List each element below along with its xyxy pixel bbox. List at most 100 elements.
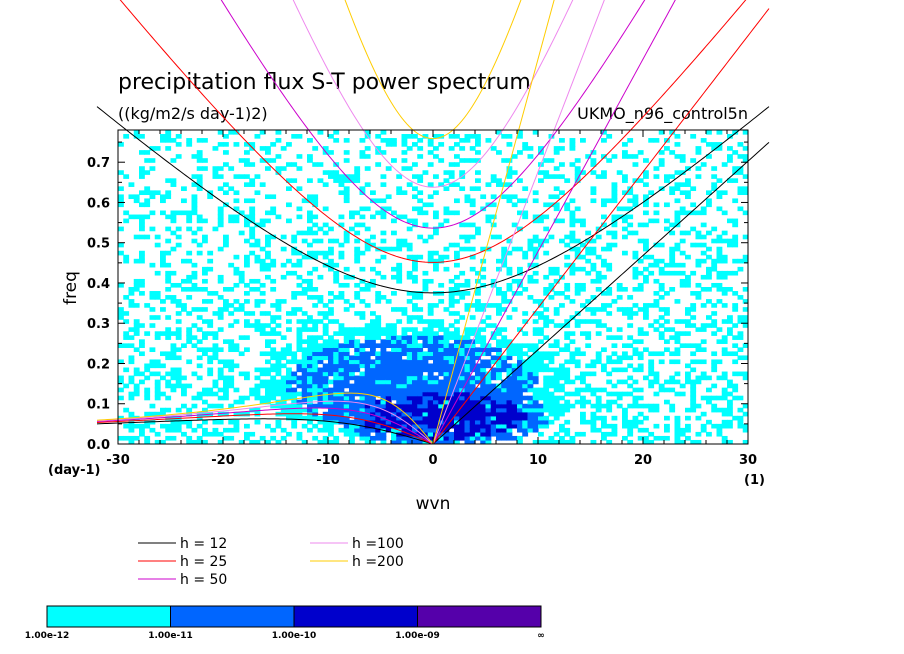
heat-cell [480,363,487,369]
heat-cell [679,182,686,187]
heat-cell [422,202,429,208]
heat-cell [564,178,571,183]
heat-cell [154,234,161,240]
heat-cell [480,347,487,353]
heat-cell [280,379,287,385]
heat-cell [443,186,450,191]
heat-cell [674,319,681,324]
heat-cell [228,435,235,441]
heat-cell [186,142,193,147]
heat-cell [401,343,408,348]
heat-cell [648,371,655,377]
heat-cell [343,391,350,397]
heat-cell [228,166,235,171]
heat-cell [553,383,560,389]
heat-cell [364,375,371,381]
heat-cell [139,214,145,220]
heat-cell [674,335,681,340]
heat-cell [706,266,712,272]
chart-title: precipitation flux S-T power spectrum [118,70,531,95]
heat-cell [585,270,592,276]
heat-cell [296,307,303,312]
heat-cell [454,359,460,365]
heat-cell [280,395,287,401]
heat-cell [396,379,403,385]
heat-cell [627,431,634,437]
heat-cell [496,363,502,369]
heat-cell [422,278,429,284]
heat-cell [128,214,135,220]
heat-cell [202,391,208,397]
heat-cell [590,423,597,429]
heat-cell [223,379,229,385]
heat-cell [679,391,686,397]
heat-cell [721,210,728,216]
heat-cell [454,403,460,409]
heat-cell [165,355,172,361]
heat-cell [485,423,492,429]
heat-cell [343,343,350,348]
heat-cell [359,403,366,409]
heat-cell [186,210,193,216]
heat-cell [700,274,707,280]
heat-cell [480,307,487,312]
heat-cell [391,407,397,413]
heat-cell [380,423,387,429]
heat-cell [464,198,471,204]
heat-cell [375,150,382,155]
heat-cell [485,218,492,224]
heat-cell [553,150,560,155]
heat-cell [149,166,156,171]
heat-cell [328,351,334,357]
heat-cell [307,226,313,232]
heat-cell [627,403,634,409]
heat-cell [469,266,476,272]
heat-cell [690,303,697,308]
heat-cell [265,383,271,389]
heat-cell [716,270,723,276]
heat-cell [370,427,376,433]
heat-cell [401,335,408,340]
heat-cell [527,154,534,159]
heat-cell [291,162,298,167]
heat-cell [307,327,313,332]
heat-cell [538,355,544,361]
heat-cell [658,282,665,288]
heat-cell [685,178,691,183]
heat-cell [685,274,691,280]
heat-cell [538,178,544,183]
heat-cell [401,395,408,401]
heat-cell [349,419,355,425]
heat-cell [459,391,466,397]
heat-cell [616,170,623,175]
heat-cell [459,379,466,385]
heat-cell [322,206,329,212]
heat-cell [532,278,539,284]
heat-cell [606,230,613,236]
heat-cell [706,254,712,260]
heat-cell [186,335,193,340]
heat-cell [343,395,350,401]
heat-cell [564,242,571,248]
heat-cell [616,295,623,300]
heat-cell [548,383,555,389]
heat-cell [448,299,455,304]
heat-cell [196,415,203,421]
heat-cell [732,303,739,308]
heat-cell [133,134,140,139]
heat-cell [322,170,329,175]
heat-cell [212,419,219,425]
heat-cell [674,351,681,357]
heat-cell [196,138,203,143]
heat-cell [611,194,618,200]
heat-cell [716,234,723,240]
heat-cell [469,198,476,204]
heat-cell [490,415,497,421]
heat-cell [380,395,387,401]
heat-cell [391,230,397,236]
heat-cell [700,339,707,344]
heat-cell [538,339,544,344]
heat-cell [559,423,565,429]
heat-cell [475,391,481,397]
heat-cell [343,383,350,389]
